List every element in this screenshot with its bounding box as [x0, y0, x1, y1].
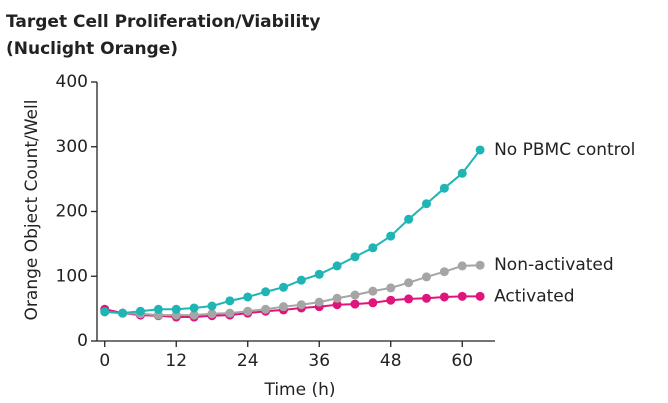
x-tick-label: 48 — [380, 351, 402, 371]
data-point — [439, 292, 449, 302]
x-axis-label: Time (h) — [263, 380, 335, 400]
data-point — [261, 304, 271, 314]
data-point — [332, 261, 342, 271]
data-point — [404, 214, 414, 224]
y-tick-label: 100 — [56, 266, 88, 286]
data-point — [350, 299, 360, 309]
data-point — [296, 300, 306, 310]
data-point — [225, 296, 235, 306]
data-point — [100, 307, 110, 317]
x-tick-label: 0 — [99, 351, 110, 371]
data-point — [243, 292, 253, 302]
data-point — [368, 286, 378, 296]
y-axis-label: Orange Object Count/Well — [22, 100, 42, 321]
data-point — [171, 304, 181, 314]
data-point — [404, 278, 414, 288]
data-point — [189, 303, 199, 313]
series-line — [104, 264, 481, 317]
data-point — [386, 295, 396, 305]
data-point — [207, 309, 217, 319]
data-point — [386, 231, 396, 241]
data-point — [457, 168, 467, 178]
data-point — [475, 145, 485, 155]
x-tick-label: 60 — [451, 351, 473, 371]
y-tick-label: 200 — [56, 202, 88, 222]
data-point — [225, 308, 235, 318]
data-point — [421, 199, 431, 209]
data-point — [278, 302, 288, 312]
x-tick-label: 36 — [308, 351, 330, 371]
data-point — [350, 290, 360, 300]
legend-label: Non-activated — [494, 255, 614, 275]
data-point — [153, 304, 163, 314]
legend-label: Activated — [494, 286, 574, 306]
data-point — [404, 294, 414, 304]
data-point — [314, 269, 324, 279]
data-point — [207, 301, 217, 311]
data-point — [457, 261, 467, 271]
data-point — [368, 298, 378, 308]
data-point — [189, 310, 199, 320]
data-point — [368, 243, 378, 253]
data-point — [261, 287, 271, 297]
legend-label: No PBMC control — [494, 140, 635, 160]
data-point — [296, 275, 306, 285]
series-line — [104, 149, 481, 315]
data-point — [457, 291, 467, 301]
data-point — [350, 252, 360, 262]
x-tick-label: 24 — [237, 351, 259, 371]
data-point — [475, 260, 485, 270]
y-tick-label: 400 — [56, 72, 88, 92]
data-point — [421, 272, 431, 282]
data-point — [475, 291, 485, 301]
x-tick-label: 12 — [165, 351, 187, 371]
data-point — [135, 306, 145, 316]
data-point — [243, 306, 253, 316]
data-point — [278, 282, 288, 292]
data-point — [332, 293, 342, 303]
data-point — [118, 308, 128, 318]
chart-title: (Nuclight Orange) — [6, 39, 178, 59]
chart-title: Target Cell Proliferation/Viability — [6, 12, 321, 32]
series-line — [104, 295, 481, 319]
data-point — [314, 297, 324, 307]
data-point — [386, 283, 396, 293]
data-point — [439, 183, 449, 193]
data-point — [332, 300, 342, 310]
y-tick-label: 300 — [56, 137, 88, 157]
y-tick-label: 0 — [77, 331, 88, 351]
data-point — [439, 267, 449, 277]
data-point — [421, 293, 431, 303]
